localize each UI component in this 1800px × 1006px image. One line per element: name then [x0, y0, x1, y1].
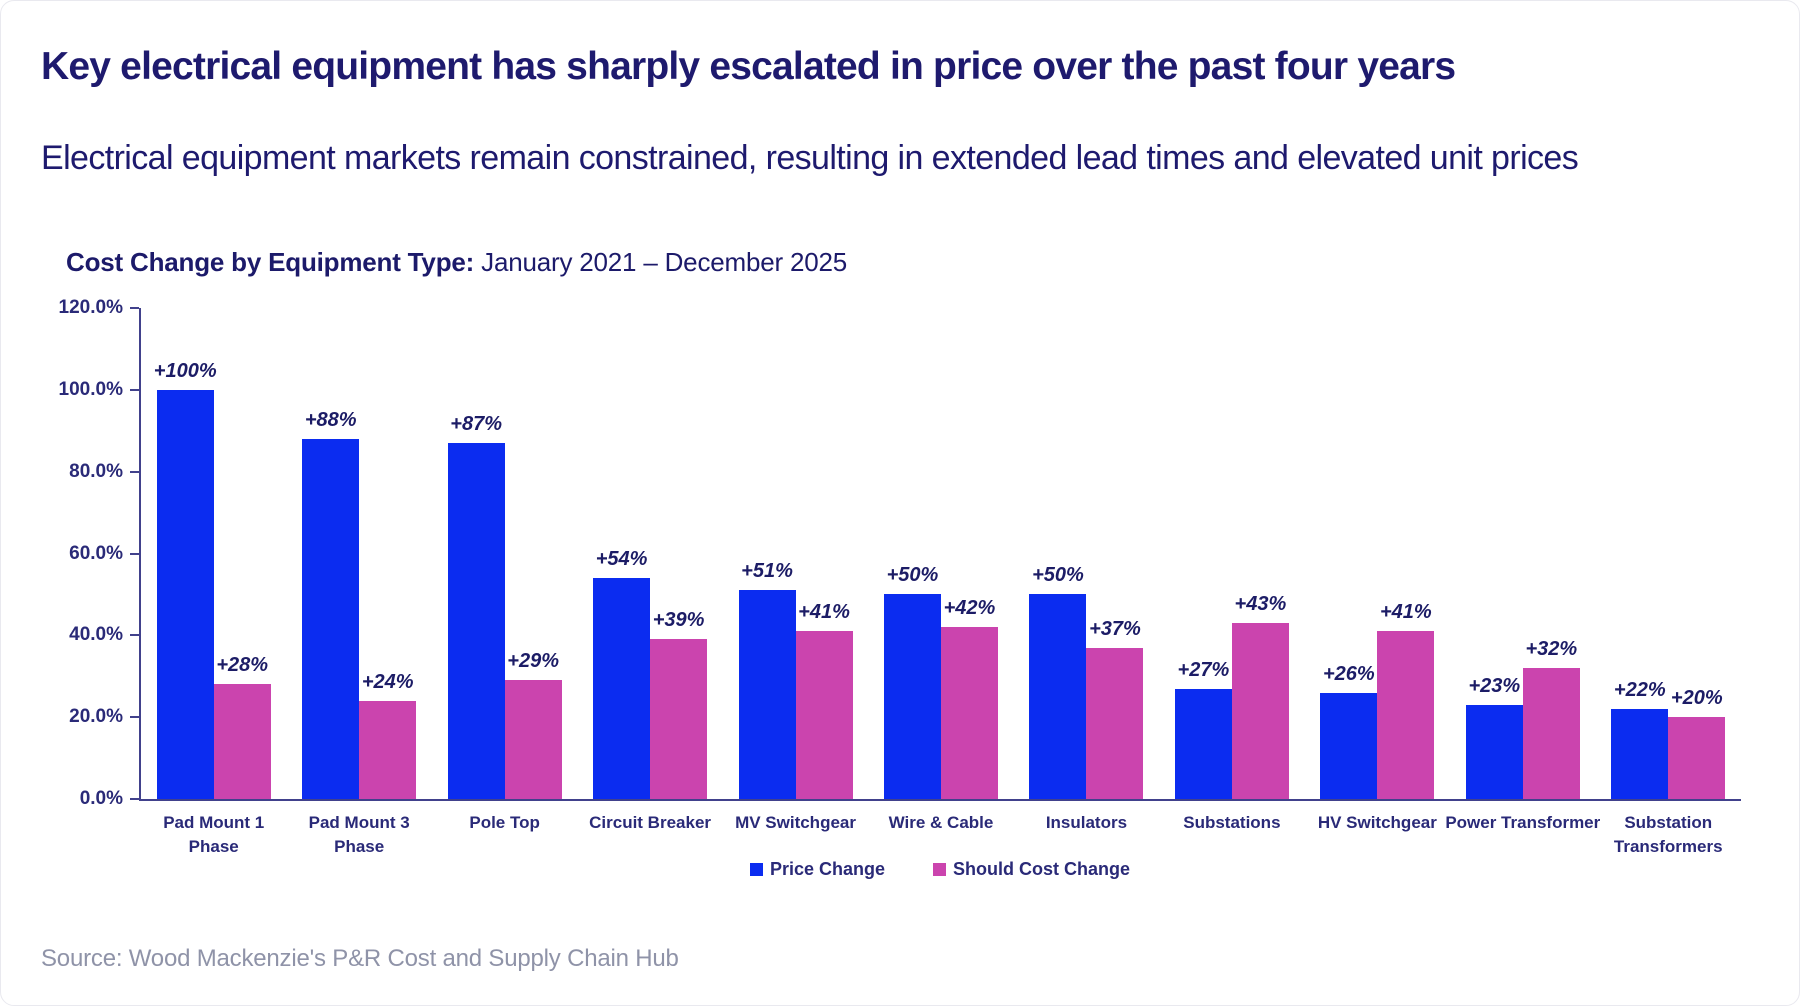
bar-group: +50% +37% Insulators	[1014, 308, 1159, 832]
bar-group: +51% +41% MV Switchgear	[723, 308, 868, 832]
bar-group: +87% +29% Pole Top	[432, 308, 577, 832]
x-axis-category-label: HV Switchgear	[1317, 813, 1437, 832]
y-axis-tick-mark	[130, 388, 139, 391]
y-axis-tick-label: 120.0%	[58, 297, 123, 318]
bar-should-cost-change: +41%	[1377, 601, 1435, 799]
x-axis-category-label: Substation Transformers	[1613, 813, 1723, 856]
bar-should-cost-change: +20%	[1668, 687, 1726, 799]
legend-label-price-change: Price Change	[769, 859, 886, 879]
y-axis-tick-label: 80.0%	[69, 460, 123, 482]
bar-data-label: +32%	[1525, 638, 1578, 661]
bar-should-cost-change: +42%	[940, 597, 998, 799]
bar-price-change: +54%	[593, 548, 651, 799]
x-axis-category-label: Wire & Cable	[888, 813, 994, 832]
bar-group: +27% +43% Substations	[1159, 308, 1304, 832]
x-axis-category-label: Circuit Breaker	[589, 813, 712, 832]
bar-should-cost-change: +43%	[1231, 593, 1289, 799]
bar-price-change: +50%	[883, 564, 941, 799]
bar-data-label: +37%	[1089, 617, 1141, 640]
bar-price-change: +88%	[302, 409, 360, 799]
bar-should-cost-change: +32%	[1522, 638, 1580, 799]
bar-price-change: +26%	[1320, 663, 1378, 799]
bar-group: +54% +39% Circuit Breaker	[577, 308, 722, 832]
bar-price-change: +100%	[154, 360, 217, 799]
bar-group: +100% +28% Pad Mount 1 Phase	[141, 308, 286, 856]
bar-data-label: +41%	[1379, 601, 1432, 624]
bar-price-change: +51%	[738, 560, 796, 799]
chart-legend: Price Change Should Cost Change	[139, 859, 1741, 880]
bar-data-label: +50%	[886, 564, 939, 587]
bar-price-change: +23%	[1465, 675, 1523, 799]
bar-price-change: +22%	[1611, 679, 1669, 799]
price-change-swatch-icon	[749, 863, 763, 876]
bar-data-label: +23%	[1468, 674, 1521, 697]
bar-data-label: +50%	[1032, 564, 1084, 587]
bar-should-cost-change: +28%	[213, 654, 271, 799]
bar-should-cost-change: +37%	[1086, 618, 1144, 799]
x-axis-category-label: Pole Top	[469, 813, 540, 832]
plot-area: 0.0% 20.0% 40.0% 60.0% 80.0% 100.0% 120.0% +100…	[59, 298, 1741, 856]
chart-title-bold: Cost Change by Equipment Type:	[66, 247, 475, 277]
x-axis-category-label: Pad Mount 1 Phase	[163, 813, 265, 856]
x-axis-category-label: Pad Mount 3 Phase	[308, 813, 410, 856]
bar-data-label: +51%	[741, 560, 793, 583]
x-axis-category-label: Power Transformer	[1445, 813, 1601, 832]
x-axis-category-label: Substations	[1183, 813, 1281, 832]
chart-title-period: January 2021 – December 2025	[481, 247, 848, 277]
bar-data-label: +43%	[1234, 593, 1287, 616]
legend-item-should-cost-change: Should Cost Change	[933, 859, 1130, 880]
bar-data-label: +22%	[1613, 678, 1666, 701]
bar-group: +88% +24% Pad Mount 3 Phase	[286, 308, 431, 856]
bar-data-label: +41%	[798, 601, 850, 624]
bar-data-label: +27%	[1177, 658, 1230, 681]
bar-should-cost-change: +29%	[504, 650, 562, 799]
y-axis-tick-label: 40.0%	[69, 624, 123, 646]
bar-should-cost-change: +39%	[650, 609, 708, 799]
y-axis-tick-mark	[130, 470, 139, 473]
bar-group: +23% +32% Power Transformer	[1445, 308, 1600, 832]
bar-data-label: +87%	[450, 413, 502, 436]
y-axis-tick-mark	[130, 798, 139, 800]
y-axis-tick-label: 60.0%	[69, 542, 123, 564]
bar-price-change: +50%	[1029, 564, 1087, 799]
y-axis-tick-label: 0.0%	[79, 788, 123, 809]
source-note: Source: Wood Mackenzie's P&R Cost and Su…	[41, 945, 679, 972]
bar-price-change: +87%	[447, 413, 505, 799]
bar-group: +50% +42% Wire & Cable	[868, 308, 1013, 832]
bar-data-label: +24%	[361, 670, 414, 693]
y-axis-tick-mark	[130, 552, 139, 555]
chart-title: Cost Change by Equipment Type: January 2…	[66, 247, 847, 278]
bar-data-label: +26%	[1322, 662, 1375, 685]
page-title: Key electrical equipment has sharply esc…	[41, 45, 1456, 88]
bar-price-change: +27%	[1174, 659, 1232, 799]
y-axis-tick-mark	[130, 307, 139, 309]
bar-data-label: +100%	[153, 359, 217, 382]
bar-data-label: +88%	[304, 408, 357, 431]
bar-should-cost-change: +41%	[795, 601, 853, 799]
legend-item-price-change: Price Change	[749, 859, 886, 880]
bar-should-cost-change: +24%	[359, 671, 417, 799]
page-subtitle: Electrical equipment markets remain cons…	[41, 139, 1579, 177]
bar-data-label: +54%	[595, 548, 648, 571]
y-axis-tick-mark	[130, 634, 139, 637]
bar-data-label: +42%	[943, 597, 996, 620]
legend-label-should-cost-change: Should Cost Change	[953, 859, 1131, 879]
bar-data-label: +29%	[507, 650, 559, 673]
bar-data-label: +20%	[1670, 687, 1723, 710]
should-cost-change-swatch-icon	[933, 863, 947, 876]
x-axis-category-label: MV Switchgear	[735, 813, 856, 832]
bar-group: +22% +20% Substation Transformers	[1596, 308, 1741, 856]
bar-data-label: +28%	[216, 654, 269, 677]
bar-data-label: +39%	[652, 609, 705, 632]
y-axis-tick-mark	[130, 716, 139, 719]
x-axis-category-label: Insulators	[1045, 813, 1128, 832]
y-axis-tick-label: 100.0%	[58, 378, 123, 400]
bar-group: +26% +41% HV Switchgear	[1305, 308, 1450, 832]
y-axis-tick-label: 20.0%	[69, 706, 123, 728]
